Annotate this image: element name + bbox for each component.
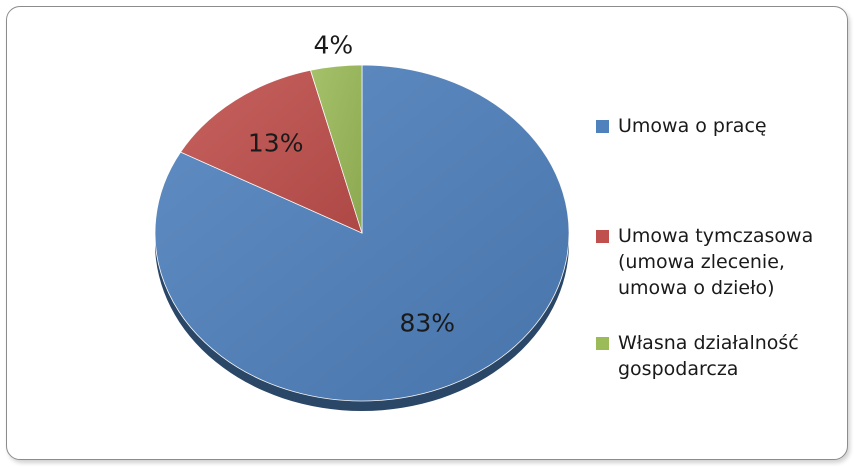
pie-slices [154,64,570,411]
legend-swatch-umowa-tymczasowa [596,230,609,243]
legend-label-umowa-tymczasowa: Umowa tymczasowa (umowa zlecenie, umowa … [618,225,814,299]
legend-label-umowa-o-prace: Umowa o pracę [618,115,767,137]
legend-item-umowa-tymczasowa: Umowa tymczasowa (umowa zlecenie, umowa … [596,223,813,301]
pie-slice-shade [310,65,362,233]
pie-data-labels: 83% 13% 4% [248,31,455,338]
legend-label-wlasna-dzialalnosc: Własna działalność gospodarcza [618,332,799,380]
legend-swatch-umowa-o-prace [596,120,609,133]
legend-item-umowa-o-prace: Umowa o pracę [596,113,767,139]
data-label-umowa-tymczasowa: 13% [248,129,304,158]
data-label-wlasna-dzialalnosc: 4% [313,31,353,60]
data-label-umowa-o-prace: 83% [400,309,456,338]
legend-item-wlasna-dzialalnosc: Własna działalność gospodarcza [596,330,799,382]
legend: Umowa o pracę Umowa tymczasowa (umowa zl… [596,0,846,469]
pie-slice-shade [180,70,362,233]
legend-swatch-wlasna-dzialalnosc [596,337,609,350]
